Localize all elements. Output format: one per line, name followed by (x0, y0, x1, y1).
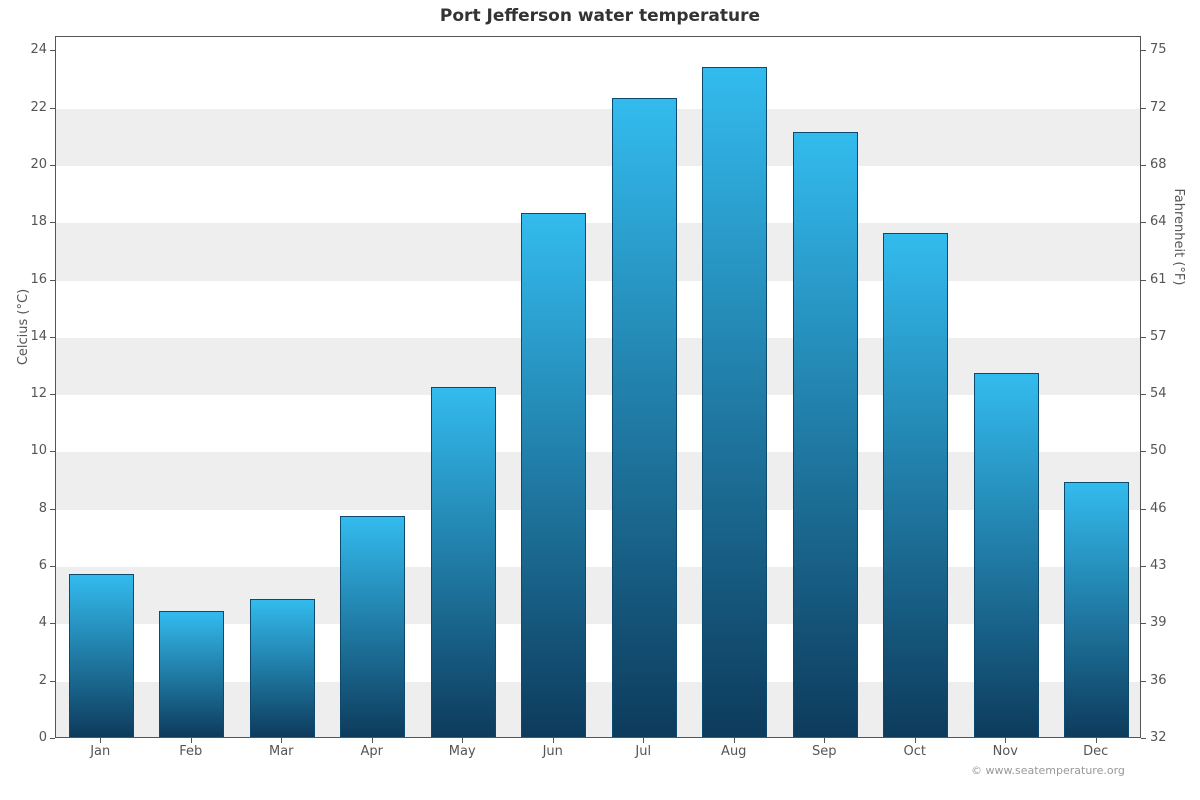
y-right-tick-label: 32 (1150, 730, 1167, 745)
y-left-tick (50, 566, 55, 567)
bar-feb (159, 611, 224, 737)
y-right-tick-label: 46 (1150, 501, 1167, 516)
x-tick-label: Nov (975, 744, 1035, 759)
y-right-tick (1141, 566, 1146, 567)
y-right-tick-label: 72 (1150, 100, 1167, 115)
x-tick (462, 738, 463, 743)
x-tick (191, 738, 192, 743)
chart-title: Port Jefferson water temperature (0, 6, 1200, 26)
y-right-tick-label: 50 (1150, 443, 1167, 458)
y-right-tick (1141, 337, 1146, 338)
x-tick-label: Dec (1066, 744, 1126, 759)
bar-jan (69, 574, 134, 737)
grid-band (56, 223, 1140, 280)
y-left-tick (50, 509, 55, 510)
y-left-tick (50, 681, 55, 682)
y-right-tick-label: 43 (1150, 558, 1167, 573)
y-right-tick (1141, 165, 1146, 166)
x-tick (100, 738, 101, 743)
y-left-tick-label: 12 (15, 386, 47, 401)
chart-credit: © www.seatemperature.org (971, 764, 1125, 777)
x-tick (1005, 738, 1006, 743)
x-tick-label: Jun (523, 744, 583, 759)
bar-sep (793, 132, 858, 737)
y-right-tick (1141, 50, 1146, 51)
water-temperature-chart: Port Jefferson water temperature Celcius… (0, 0, 1200, 800)
y-left-tick (50, 394, 55, 395)
y-left-tick (50, 108, 55, 109)
y-right-tick (1141, 451, 1146, 452)
y-left-tick (50, 623, 55, 624)
y-right-tick (1141, 509, 1146, 510)
grid-band (56, 281, 1140, 338)
y-left-tick-label: 8 (15, 501, 47, 516)
y-left-tick-label: 2 (15, 673, 47, 688)
y-left-tick-label: 22 (15, 100, 47, 115)
y-left-tick (50, 738, 55, 739)
grid-band (56, 109, 1140, 166)
y-left-tick-label: 4 (15, 615, 47, 630)
y-right-tick-label: 39 (1150, 615, 1167, 630)
x-tick (643, 738, 644, 743)
y-right-tick (1141, 108, 1146, 109)
y-right-tick-label: 68 (1150, 157, 1167, 172)
y-left-tick-label: 18 (15, 214, 47, 229)
bar-may (431, 387, 496, 737)
bar-oct (883, 233, 948, 737)
y-left-tick-label: 10 (15, 443, 47, 458)
y-left-tick-label: 0 (15, 730, 47, 745)
bar-aug (702, 67, 767, 737)
bar-jun (521, 213, 586, 737)
x-tick-label: Oct (885, 744, 945, 759)
x-tick-label: Feb (161, 744, 221, 759)
x-tick (1096, 738, 1097, 743)
x-tick-label: Jan (70, 744, 130, 759)
x-tick (372, 738, 373, 743)
y-axis-right-title: Fahrenheit (°F) (1171, 137, 1186, 337)
x-tick-label: Apr (342, 744, 402, 759)
y-right-tick-label: 36 (1150, 673, 1167, 688)
y-left-tick (50, 280, 55, 281)
y-right-tick (1141, 681, 1146, 682)
y-left-tick (50, 50, 55, 51)
y-left-tick-label: 14 (15, 329, 47, 344)
x-tick (553, 738, 554, 743)
y-right-tick-label: 75 (1150, 42, 1167, 57)
x-tick-label: Mar (251, 744, 311, 759)
y-left-tick (50, 337, 55, 338)
bar-jul (612, 98, 677, 737)
x-tick-label: May (432, 744, 492, 759)
bar-nov (974, 373, 1039, 737)
y-right-tick-label: 54 (1150, 386, 1167, 401)
x-tick (824, 738, 825, 743)
bar-mar (250, 599, 315, 737)
x-tick (281, 738, 282, 743)
y-right-tick-label: 61 (1150, 272, 1167, 287)
y-right-tick (1141, 222, 1146, 223)
y-left-tick (50, 451, 55, 452)
y-right-tick (1141, 738, 1146, 739)
y-right-tick (1141, 280, 1146, 281)
x-tick (915, 738, 916, 743)
y-left-tick-label: 16 (15, 272, 47, 287)
y-left-tick-label: 6 (15, 558, 47, 573)
grid-band (56, 51, 1140, 108)
y-right-tick-label: 57 (1150, 329, 1167, 344)
y-right-tick (1141, 394, 1146, 395)
bar-dec (1064, 482, 1129, 737)
y-right-tick-label: 64 (1150, 214, 1167, 229)
y-left-tick-label: 24 (15, 42, 47, 57)
y-left-tick (50, 165, 55, 166)
plot-area (55, 36, 1141, 738)
y-left-tick-label: 20 (15, 157, 47, 172)
grid-band (56, 166, 1140, 223)
bar-apr (340, 516, 405, 737)
y-left-tick (50, 222, 55, 223)
x-tick-label: Jul (613, 744, 673, 759)
x-tick (734, 738, 735, 743)
x-tick-label: Sep (794, 744, 854, 759)
x-tick-label: Aug (704, 744, 764, 759)
y-right-tick (1141, 623, 1146, 624)
